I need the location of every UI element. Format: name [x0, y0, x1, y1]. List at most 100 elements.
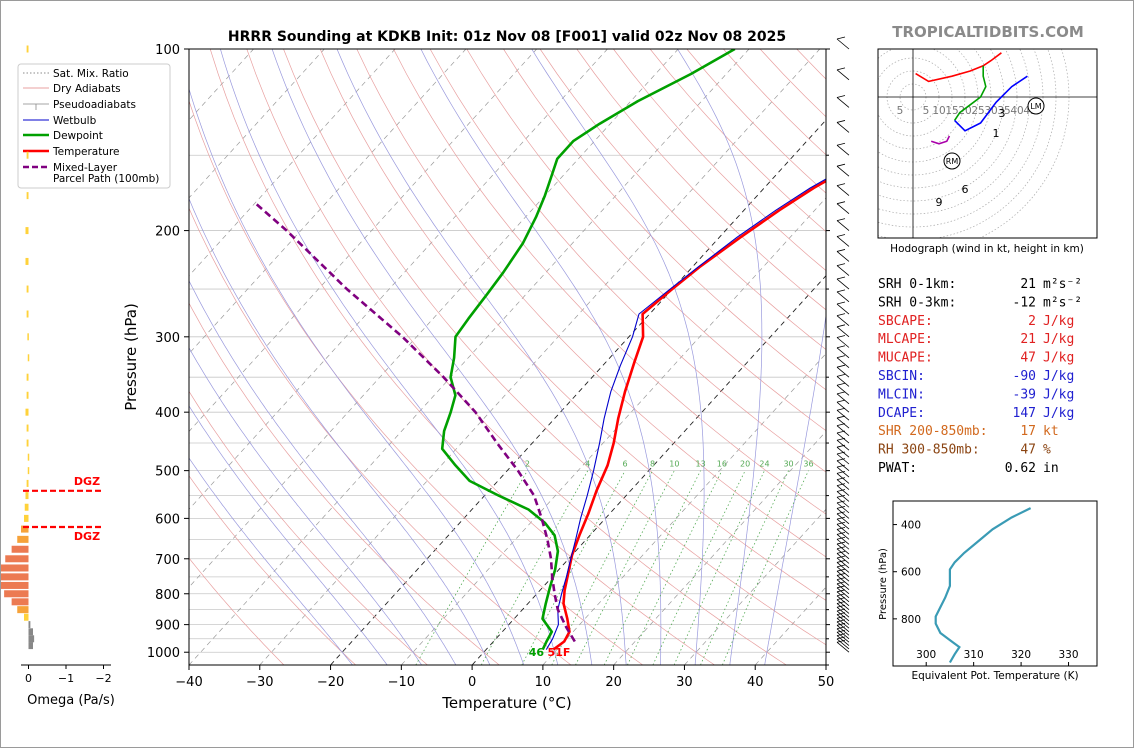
thetae-axes: 300 310 320 330 400 600 800: [893, 520, 1079, 666]
isotherm-line: [542, 353, 826, 665]
wind-barb-flag: [836, 577, 846, 581]
dry-adiabat: [246, 49, 787, 665]
wind-barb-flag: [836, 415, 846, 419]
wind-barb-staff: [836, 165, 850, 177]
omega-bar: [21, 525, 29, 533]
omega-bar: [26, 424, 29, 432]
hodograph-frame: [877, 48, 1098, 239]
wind-barb-flag: [836, 399, 846, 403]
wind-barb-flag: [836, 494, 846, 498]
wind-barb-staff: [836, 638, 850, 650]
moist-adiabat: [764, 312, 826, 665]
wind-barb-flag: [836, 636, 846, 640]
legend-label: Dry Adiabats: [53, 83, 121, 95]
y-tick-label: 900: [155, 619, 180, 634]
mixing-ratio-label: 24: [759, 460, 769, 469]
skewt-frame: [188, 48, 827, 666]
wind-barb-staff: [836, 496, 850, 508]
mixing-ratio-line: [673, 470, 765, 665]
thetae-x-tick-label: 310: [964, 649, 984, 661]
skewt-grid: 2 4 6 8 10 13 16 20 24 30 36: [189, 49, 826, 665]
omega-bar: [27, 354, 30, 362]
wind-barb-staff: [836, 409, 850, 421]
wind-barb-flag: [836, 536, 846, 540]
hodograph-ring-label: 35: [997, 105, 1010, 117]
x-axis-label: Temperature (°C): [441, 694, 571, 712]
isotherm-line: [189, 49, 325, 199]
wind-barb-flag: [836, 276, 846, 280]
thetae-trace: [934, 507, 1032, 664]
moist-adiabat: [271, 49, 593, 665]
y-tick-label: 500: [155, 465, 180, 480]
wind-barb-staff: [836, 144, 850, 156]
legend: Sat. Mix. Ratio Dry Adiabats Pseudoadiabat…: [17, 63, 171, 189]
index-value: -90: [1013, 369, 1036, 384]
moist-adiabat: [336, 49, 627, 665]
hodograph-height-label: 9: [936, 196, 943, 209]
wind-barb-staff: [836, 337, 850, 348]
wind-barb-staff: [836, 614, 850, 625]
omega-bar: [1, 581, 29, 589]
storm-motion-label: RM: [946, 157, 959, 166]
index-unit: J/kg: [1043, 406, 1074, 421]
index-label: SBCAPE:: [878, 314, 933, 329]
hodograph-ring-label: 25: [971, 105, 984, 117]
index-value: 47: [1020, 351, 1036, 366]
wind-barb-flag: [836, 289, 846, 293]
wind-barb-flag: [836, 373, 846, 377]
thetae-x-label: Equivalent Pot. Temperature (K): [911, 670, 1078, 682]
wind-barb-flag: [836, 345, 846, 349]
wind-barb-staff: [836, 575, 850, 586]
y-tick-label: 1000: [147, 646, 180, 661]
isotherm-line: [259, 49, 821, 665]
surface-temperature-label: 51F: [548, 646, 571, 659]
legend-label: Wetbulb: [53, 115, 97, 127]
index-value: 21: [1020, 277, 1036, 292]
wind-barb-staff: [836, 122, 850, 133]
isotherm-line: [684, 508, 826, 665]
hodograph-trace: [915, 52, 1002, 83]
index-value: 147: [1013, 406, 1036, 421]
index-value: 17: [1020, 424, 1036, 439]
index-unit: J/kg: [1043, 351, 1074, 366]
wind-barb-flag: [836, 633, 846, 636]
dry-adiabat: [283, 49, 826, 646]
mixing-ratio-label: 16: [717, 460, 727, 469]
wind-barb-staff: [836, 599, 850, 610]
wind-barb-staff: [836, 543, 850, 555]
wind-barb-flag: [836, 601, 846, 604]
mixing-ratio-label: 30: [783, 460, 793, 469]
mixing-ratio-label: 6: [623, 460, 628, 469]
dry-adiabat: [189, 475, 356, 665]
thetae-x-tick-label: 320: [1011, 649, 1031, 661]
dry-adiabat: [189, 557, 285, 665]
mixing-ratio-line: [700, 470, 789, 665]
wind-barb-staff: [836, 595, 850, 607]
wind-barb-flag: [836, 521, 846, 525]
wind-barb-flag: [836, 471, 846, 474]
legend-label: Dewpoint: [53, 130, 103, 142]
omega-bar: [27, 333, 29, 341]
hodograph-grid: 551015202530354045: [878, 49, 1097, 238]
isotherm-line: [189, 49, 679, 588]
x-tick-label: −10: [388, 675, 415, 690]
x-tick-label: −30: [246, 675, 273, 690]
wind-barb-staff: [836, 518, 850, 530]
wind-barb-staff: [836, 523, 850, 535]
wind-barb-flag: [836, 604, 846, 608]
index-label: MUCAPE:: [878, 351, 933, 366]
wind-barb-flag: [836, 382, 846, 386]
omega-bar: [17, 606, 29, 614]
wind-barb-staff: [836, 315, 850, 326]
thetae-x-tick-label: 300: [916, 649, 936, 661]
index-unit: in: [1043, 461, 1059, 476]
wind-barb-staff: [836, 603, 850, 614]
wind-barb-flag: [836, 489, 846, 492]
dry-adiabat: [319, 49, 826, 601]
wind-barb-flag: [836, 67, 846, 71]
omega-bar: [11, 598, 29, 606]
index-value: 2: [1028, 314, 1036, 329]
mixing-ratio-label: 36: [803, 460, 813, 469]
wind-barb-flag: [836, 95, 846, 98]
mixing-ratio-line: [575, 470, 675, 665]
